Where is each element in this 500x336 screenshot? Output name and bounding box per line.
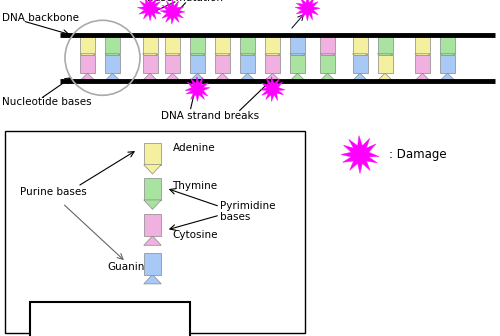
FancyBboxPatch shape <box>5 131 305 333</box>
Bar <box>142 55 158 73</box>
Polygon shape <box>215 54 230 61</box>
Bar <box>240 55 255 73</box>
Bar <box>105 55 120 73</box>
Polygon shape <box>352 54 368 61</box>
Polygon shape <box>185 77 210 101</box>
Text: Guanine: Guanine <box>108 262 151 272</box>
Polygon shape <box>440 54 455 61</box>
Polygon shape <box>165 54 180 61</box>
Polygon shape <box>295 0 320 21</box>
Polygon shape <box>260 77 285 101</box>
Polygon shape <box>378 73 392 81</box>
Polygon shape <box>290 73 305 81</box>
Polygon shape <box>352 73 368 81</box>
Bar <box>378 35 392 54</box>
Polygon shape <box>105 73 120 81</box>
Polygon shape <box>144 236 161 245</box>
Bar <box>190 35 205 54</box>
Bar <box>352 55 368 73</box>
Text: Cytosine: Cytosine <box>172 230 218 240</box>
Polygon shape <box>290 54 305 61</box>
Text: DNA strand breaks: DNA strand breaks <box>161 111 259 121</box>
Text: Purine bases: Purine bases <box>20 186 87 197</box>
Bar <box>105 35 120 54</box>
Bar <box>415 35 430 54</box>
Bar <box>265 35 280 54</box>
Text: Pyrimidine
bases: Pyrimidine bases <box>220 201 276 222</box>
Bar <box>190 55 205 73</box>
Bar <box>142 35 158 54</box>
Polygon shape <box>190 54 205 61</box>
Bar <box>80 55 95 73</box>
Polygon shape <box>265 73 280 81</box>
Bar <box>165 55 180 73</box>
Polygon shape <box>190 73 205 81</box>
Text: DNA backbone: DNA backbone <box>2 13 80 24</box>
Bar <box>215 35 230 54</box>
Bar <box>415 55 430 73</box>
Polygon shape <box>320 54 335 61</box>
Polygon shape <box>144 200 161 209</box>
Polygon shape <box>144 275 161 284</box>
Polygon shape <box>440 73 455 81</box>
Polygon shape <box>160 0 185 24</box>
Polygon shape <box>240 73 255 81</box>
Bar <box>378 55 392 73</box>
Bar <box>80 35 95 54</box>
Bar <box>165 35 180 54</box>
Bar <box>144 214 161 236</box>
Polygon shape <box>105 54 120 61</box>
Text: Base mutation: Base mutation <box>147 0 223 3</box>
Polygon shape <box>415 54 430 61</box>
Polygon shape <box>80 73 95 81</box>
Bar <box>320 35 335 54</box>
Bar <box>144 253 161 275</box>
FancyBboxPatch shape <box>30 302 190 336</box>
Polygon shape <box>80 54 95 61</box>
Bar <box>440 35 455 54</box>
Polygon shape <box>144 165 161 174</box>
Text: Adenine: Adenine <box>172 143 215 153</box>
Bar <box>320 55 335 73</box>
Text: Classification of
nucleotide bases: Classification of nucleotide bases <box>65 309 155 328</box>
Polygon shape <box>142 54 158 61</box>
Bar <box>290 55 305 73</box>
Polygon shape <box>138 0 162 21</box>
Polygon shape <box>265 54 280 61</box>
Bar <box>144 143 161 165</box>
Bar <box>352 35 368 54</box>
Text: Thymine: Thymine <box>172 181 218 192</box>
Polygon shape <box>378 54 392 61</box>
Polygon shape <box>165 73 180 81</box>
Bar <box>290 35 305 54</box>
Text: : Damage: : Damage <box>389 148 446 161</box>
Polygon shape <box>240 54 255 61</box>
Polygon shape <box>341 136 379 174</box>
Bar <box>440 55 455 73</box>
Bar <box>144 178 161 200</box>
Polygon shape <box>320 73 335 81</box>
Polygon shape <box>142 73 158 81</box>
Bar <box>265 55 280 73</box>
Bar <box>240 35 255 54</box>
Polygon shape <box>415 73 430 81</box>
Text: Nucleotide bases: Nucleotide bases <box>2 97 92 108</box>
Polygon shape <box>215 73 230 81</box>
Bar <box>215 55 230 73</box>
